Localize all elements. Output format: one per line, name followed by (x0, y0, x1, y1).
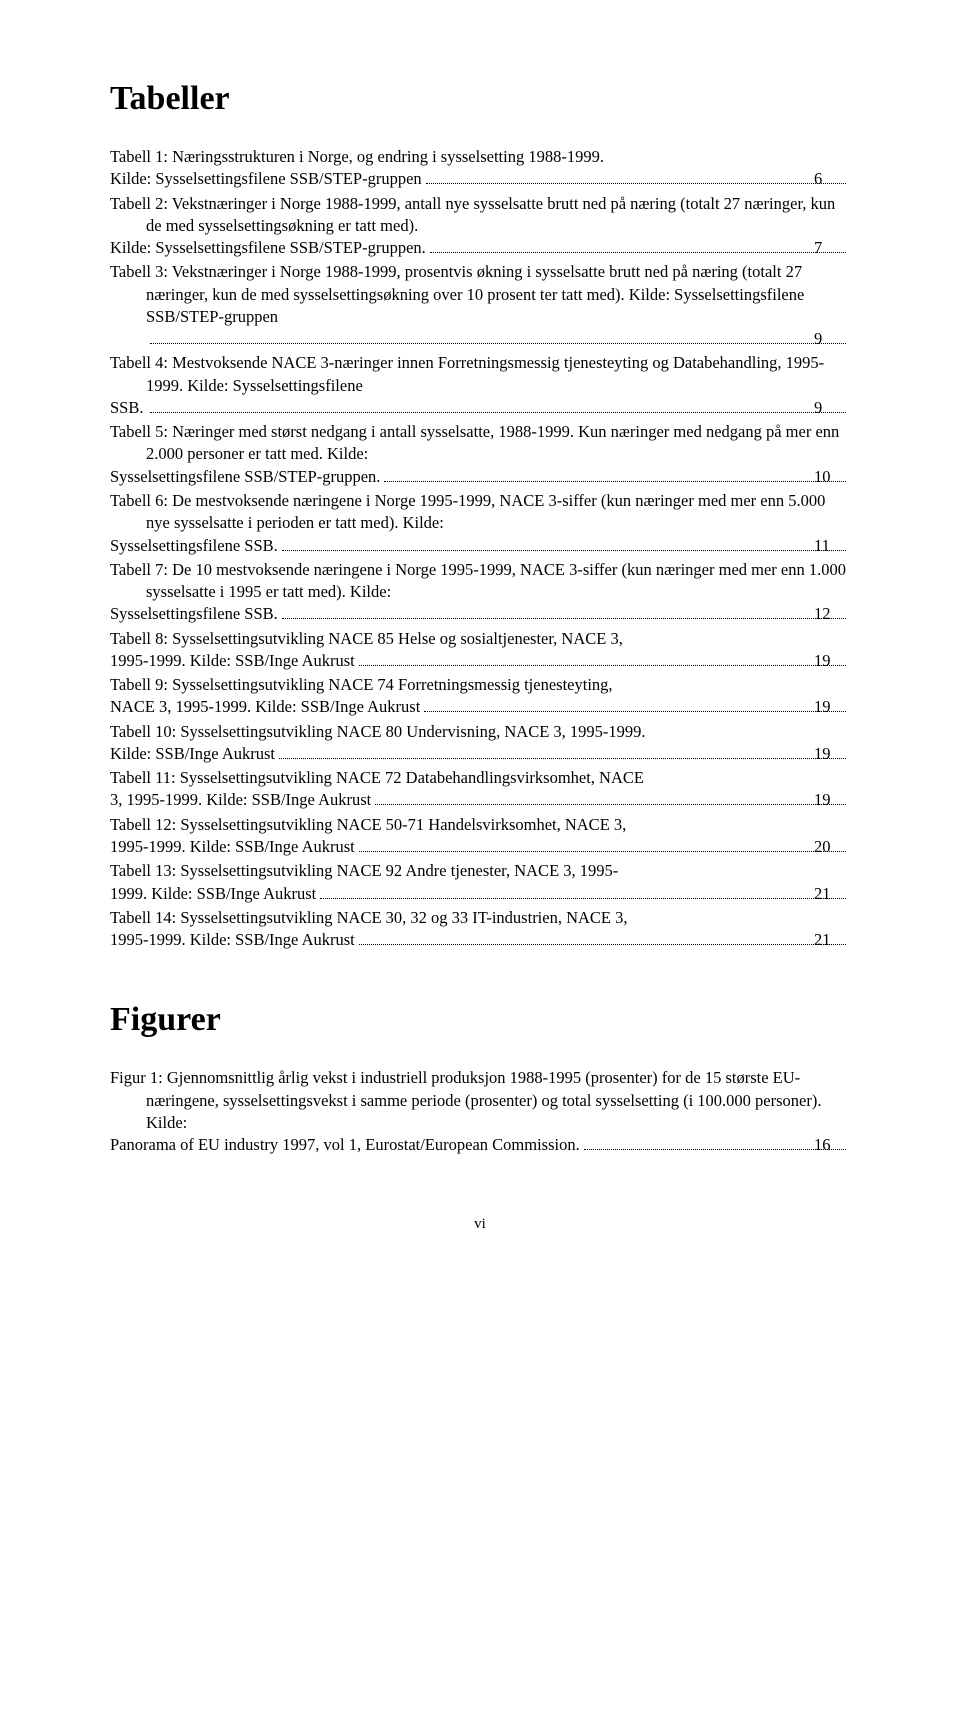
toc-entry: Tabell 3: Vekstnæringer i Norge 1988-199… (110, 261, 850, 350)
toc-entry: Figur 1: Gjennomsnittlig årlig vekst i i… (110, 1067, 850, 1156)
toc-entry-lastline: 9 (146, 328, 850, 350)
toc-entry-text: Tabell 8: Sysselsettingsutvikling NACE 8… (110, 629, 623, 648)
toc-entry-tail: Sysselsettingsfilene SSB. (146, 603, 278, 625)
dot-leader (150, 343, 846, 344)
toc-entry-tail: Sysselsettingsfilene SSB. (146, 535, 278, 557)
dot-leader (279, 758, 846, 759)
toc-entry: Tabell 11: Sysselsettingsutvikling NACE … (110, 767, 850, 812)
heading-tabeller: Tabeller (110, 80, 850, 118)
dot-leader (426, 183, 846, 184)
toc-entry-tail: 1995-1999. Kilde: SSB/Inge Aukrust (146, 836, 355, 858)
toc-entry: Tabell 10: Sysselsettingsutvikling NACE … (110, 721, 850, 766)
toc-entry: Tabell 14: Sysselsettingsutvikling NACE … (110, 907, 850, 952)
toc-entry: Tabell 6: De mestvoksende næringene i No… (110, 490, 850, 557)
document-page: Tabeller Tabell 1: Næringsstrukturen i N… (0, 0, 960, 1293)
toc-entry-text: Tabell 10: Sysselsettingsutvikling NACE … (110, 722, 646, 741)
dot-leader (584, 1149, 846, 1150)
toc-entry-tail: Kilde: SSB/Inge Aukrust (146, 743, 275, 765)
toc-entry-text: Tabell 7: De 10 mestvoksende næringene i… (110, 560, 846, 601)
toc-entry-lastline: 1999. Kilde: SSB/Inge Aukrust 21 (146, 883, 850, 905)
toc-entry-tail: Kilde: Sysselsettingsfilene SSB/STEP-gru… (146, 237, 426, 259)
dot-leader (150, 412, 846, 413)
toc-entry-lastline: Panorama of EU industry 1997, vol 1, Eur… (146, 1134, 850, 1156)
toc-entry-tail: 1995-1999. Kilde: SSB/Inge Aukrust (146, 650, 355, 672)
toc-entry-text: Tabell 3: Vekstnæringer i Norge 1988-199… (110, 262, 804, 326)
dot-leader (282, 550, 846, 551)
toc-entry-lastline: Kilde: SSB/Inge Aukrust 19 (146, 743, 850, 765)
toc-entry-lastline: Sysselsettingsfilene SSB/STEP-gruppen. 1… (146, 466, 850, 488)
toc-entry-tail: 1999. Kilde: SSB/Inge Aukrust (146, 883, 316, 905)
tables-toc: Tabell 1: Næringsstrukturen i Norge, og … (110, 146, 850, 951)
toc-entry: Tabell 13: Sysselsettingsutvikling NACE … (110, 860, 850, 905)
toc-entry-text: Tabell 6: De mestvoksende næringene i No… (110, 491, 825, 532)
dot-leader (359, 944, 846, 945)
toc-entry-text: Tabell 5: Næringer med størst nedgang i … (110, 422, 839, 463)
toc-entry-lastline: 3, 1995-1999. Kilde: SSB/Inge Aukrust 19 (146, 789, 850, 811)
toc-entry-text: Tabell 14: Sysselsettingsutvikling NACE … (110, 908, 628, 927)
heading-figurer: Figurer (110, 1001, 850, 1039)
toc-entry-tail: 3, 1995-1999. Kilde: SSB/Inge Aukrust (146, 789, 371, 811)
toc-entry-tail: Panorama of EU industry 1997, vol 1, Eur… (146, 1134, 580, 1156)
toc-entry-text: Tabell 13: Sysselsettingsutvikling NACE … (110, 861, 618, 880)
toc-entry: Tabell 5: Næringer med størst nedgang i … (110, 421, 850, 488)
page-number-footer: vi (110, 1216, 850, 1233)
toc-entry-tail: Kilde: Sysselsettingsfilene SSB/STEP-gru… (146, 168, 422, 190)
toc-entry: Tabell 4: Mestvoksende NACE 3-næringer i… (110, 352, 850, 419)
toc-entry: Tabell 8: Sysselsettingsutvikling NACE 8… (110, 628, 850, 673)
toc-entry-lastline: Kilde: Sysselsettingsfilene SSB/STEP-gru… (146, 237, 850, 259)
toc-entry-text: Tabell 9: Sysselsettingsutvikling NACE 7… (110, 675, 613, 694)
toc-entry-lastline: Sysselsettingsfilene SSB. 12 (146, 603, 850, 625)
toc-entry-text: Tabell 11: Sysselsettingsutvikling NACE … (110, 768, 644, 787)
dot-leader (359, 851, 846, 852)
toc-entry-text: Tabell 1: Næringsstrukturen i Norge, og … (110, 147, 604, 166)
toc-entry-lastline: NACE 3, 1995-1999. Kilde: SSB/Inge Aukru… (146, 696, 850, 718)
toc-entry-text: Tabell 4: Mestvoksende NACE 3-næringer i… (110, 353, 824, 394)
toc-entry: Tabell 12: Sysselsettingsutvikling NACE … (110, 814, 850, 859)
toc-entry-text: Tabell 12: Sysselsettingsutvikling NACE … (110, 815, 626, 834)
toc-entry-tail: 1995-1999. Kilde: SSB/Inge Aukrust (146, 929, 355, 951)
dot-leader (375, 804, 846, 805)
figures-toc: Figur 1: Gjennomsnittlig årlig vekst i i… (110, 1067, 850, 1156)
toc-entry: Tabell 1: Næringsstrukturen i Norge, og … (110, 146, 850, 191)
toc-entry-text: Figur 1: Gjennomsnittlig årlig vekst i i… (110, 1068, 821, 1132)
dot-leader (359, 665, 846, 666)
toc-entry-text: Tabell 2: Vekstnæringer i Norge 1988-199… (110, 194, 835, 235)
toc-entry-tail: Sysselsettingsfilene SSB/STEP-gruppen. (146, 466, 380, 488)
dot-leader (430, 252, 846, 253)
dot-leader (320, 898, 846, 899)
toc-entry-lastline: SSB. 9 (146, 397, 850, 419)
toc-entry-tail: NACE 3, 1995-1999. Kilde: SSB/Inge Aukru… (146, 696, 420, 718)
dot-leader (424, 711, 846, 712)
dot-leader (282, 618, 846, 619)
toc-entry: Tabell 9: Sysselsettingsutvikling NACE 7… (110, 674, 850, 719)
toc-entry: Tabell 2: Vekstnæringer i Norge 1988-199… (110, 193, 850, 260)
toc-entry: Tabell 7: De 10 mestvoksende næringene i… (110, 559, 850, 626)
toc-entry-lastline: Sysselsettingsfilene SSB. 11 (146, 535, 850, 557)
toc-entry-lastline: 1995-1999. Kilde: SSB/Inge Aukrust 19 (146, 650, 850, 672)
toc-entry-lastline: 1995-1999. Kilde: SSB/Inge Aukrust 21 (146, 929, 850, 951)
dot-leader (384, 481, 846, 482)
toc-entry-lastline: 1995-1999. Kilde: SSB/Inge Aukrust 20 (146, 836, 850, 858)
toc-entry-lastline: Kilde: Sysselsettingsfilene SSB/STEP-gru… (146, 168, 850, 190)
